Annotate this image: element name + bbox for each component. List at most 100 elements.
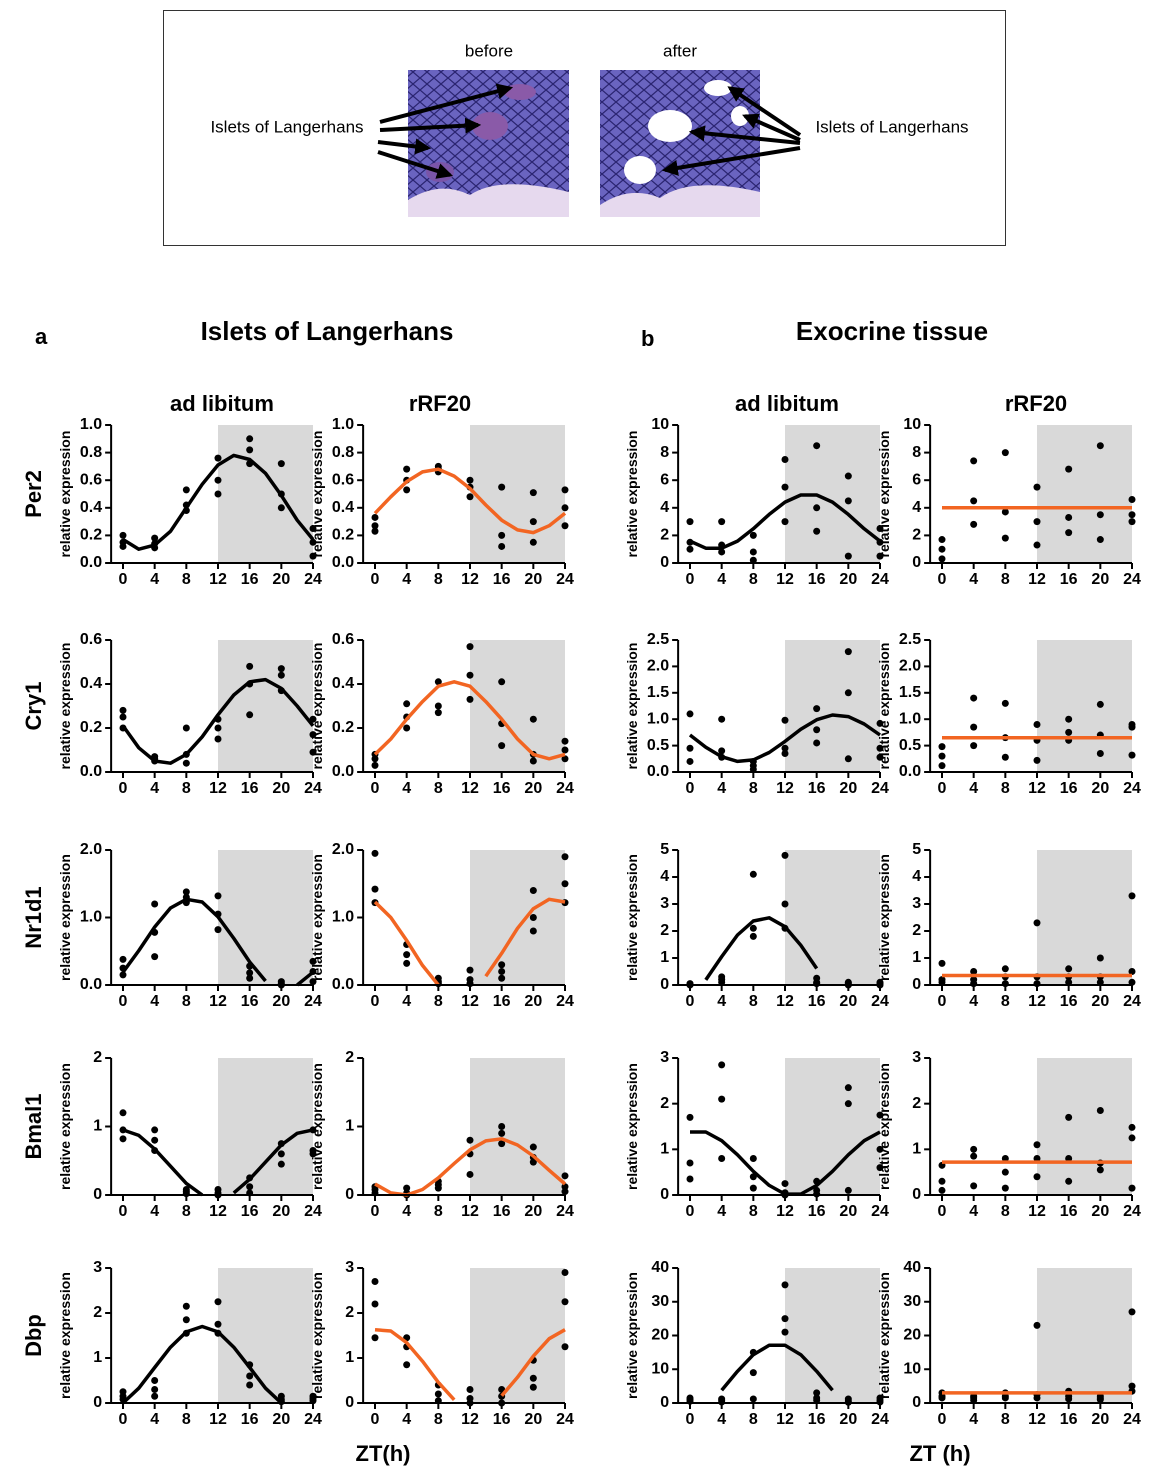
data-point [466,476,474,484]
x-tick-label: 16 [241,571,259,588]
y-tick-label: 2.5 [899,631,921,648]
dark-phase [470,850,565,985]
data-point [561,853,569,861]
data-point [844,689,852,697]
data-point [718,1398,726,1406]
data-point [1128,496,1136,504]
data-point [1033,1154,1041,1162]
fit-curve [373,897,566,987]
x-tick-label: 4 [717,1411,726,1428]
data-point [182,1190,190,1198]
dark-phase [218,1268,313,1403]
data-point [1128,751,1136,759]
data-point [970,694,978,702]
dark-phase [1037,850,1132,985]
data-point [686,757,694,765]
x-tick-label: 16 [241,1411,259,1428]
y-tick-label: 2 [345,1049,354,1066]
y-tick-label: 2 [912,527,921,544]
x-tick-label: 0 [371,993,380,1010]
x-tick-label: 0 [686,571,695,588]
y-tick-label: 0.0 [332,554,354,571]
y-tick-label: 5 [912,841,921,858]
y-tick-label: 1 [93,1118,102,1135]
data-point [277,671,285,679]
data-point [403,724,411,732]
data-point [371,527,379,535]
y-tick-label: 1 [660,1141,669,1158]
x-tick-label: 12 [1028,993,1046,1010]
data-point [214,1320,222,1328]
data-point [1001,980,1009,988]
x-tick-label: 4 [717,993,726,1010]
data-point [1065,728,1073,736]
dark-phase [218,850,313,985]
data-point [434,1390,442,1398]
y-tick-label: 0.2 [80,527,102,544]
x-tick-label: 12 [1028,1411,1046,1428]
y-tick-label: 2.0 [899,658,921,675]
label-before: before [465,41,513,60]
data-point [844,1100,852,1108]
data-point [781,900,789,908]
y-tick-label: 0.2 [332,719,354,736]
dark-phase [785,640,880,772]
x-tick-label: 24 [556,1411,574,1428]
x-tick-label: 12 [1028,1203,1046,1220]
x-tick-label: 0 [938,780,947,797]
data-point [529,927,537,935]
data-point [1065,1113,1073,1121]
y-axis-title: relative expression [309,1272,325,1399]
data-point [970,723,978,731]
data-point [529,518,537,526]
y-tick-label: 0 [912,554,921,571]
label-islets: Islets of Langerhans [815,117,968,136]
data-point [119,531,127,539]
data-point [119,706,127,714]
data-point [561,1269,569,1276]
data-point [119,1135,127,1143]
y-tick-label: 1.0 [80,909,102,926]
row-label: Nr1d1 [21,886,46,948]
data-point [1033,1173,1041,1181]
data-point [1096,536,1104,544]
y-axis-title: relative expression [876,1272,892,1399]
row-label: Per2 [21,470,46,518]
data-point [561,880,569,888]
y-tick-label: 1.0 [80,416,102,433]
data-point [938,536,946,544]
data-point [561,486,569,494]
data-point [1065,1395,1073,1403]
dark-phase [470,425,565,563]
data-point [970,742,978,750]
data-point [119,713,127,721]
x-tick-label: 16 [1060,1203,1078,1220]
data-point [686,545,694,553]
y-tick-label: 4 [660,499,669,516]
data-point [749,932,757,940]
data-point [1001,1394,1009,1402]
data-point [277,1150,285,1158]
data-point [529,1143,537,1151]
x-tick-label: 16 [241,1203,259,1220]
data-point [466,493,474,501]
data-point [1096,750,1104,758]
y-tick-label: 1 [345,1118,354,1135]
y-tick-label: 0.4 [332,499,354,516]
y-axis-title: relative expression [309,643,325,770]
x-tick-label: 16 [493,1411,511,1428]
x-tick-label: 8 [434,1203,443,1220]
data-point [1001,699,1009,707]
data-point [561,1298,569,1306]
x-tick-label: 24 [556,1203,574,1220]
data-point [371,1278,379,1285]
x-tick-label: 12 [209,780,227,797]
data-point [403,951,411,959]
y-tick-label: 3 [660,895,669,912]
data-point [1128,968,1136,975]
y-tick-label: 0 [660,554,669,571]
data-point [182,888,190,896]
y-tick-label: 0.4 [80,499,102,516]
data-point [1001,965,1009,973]
